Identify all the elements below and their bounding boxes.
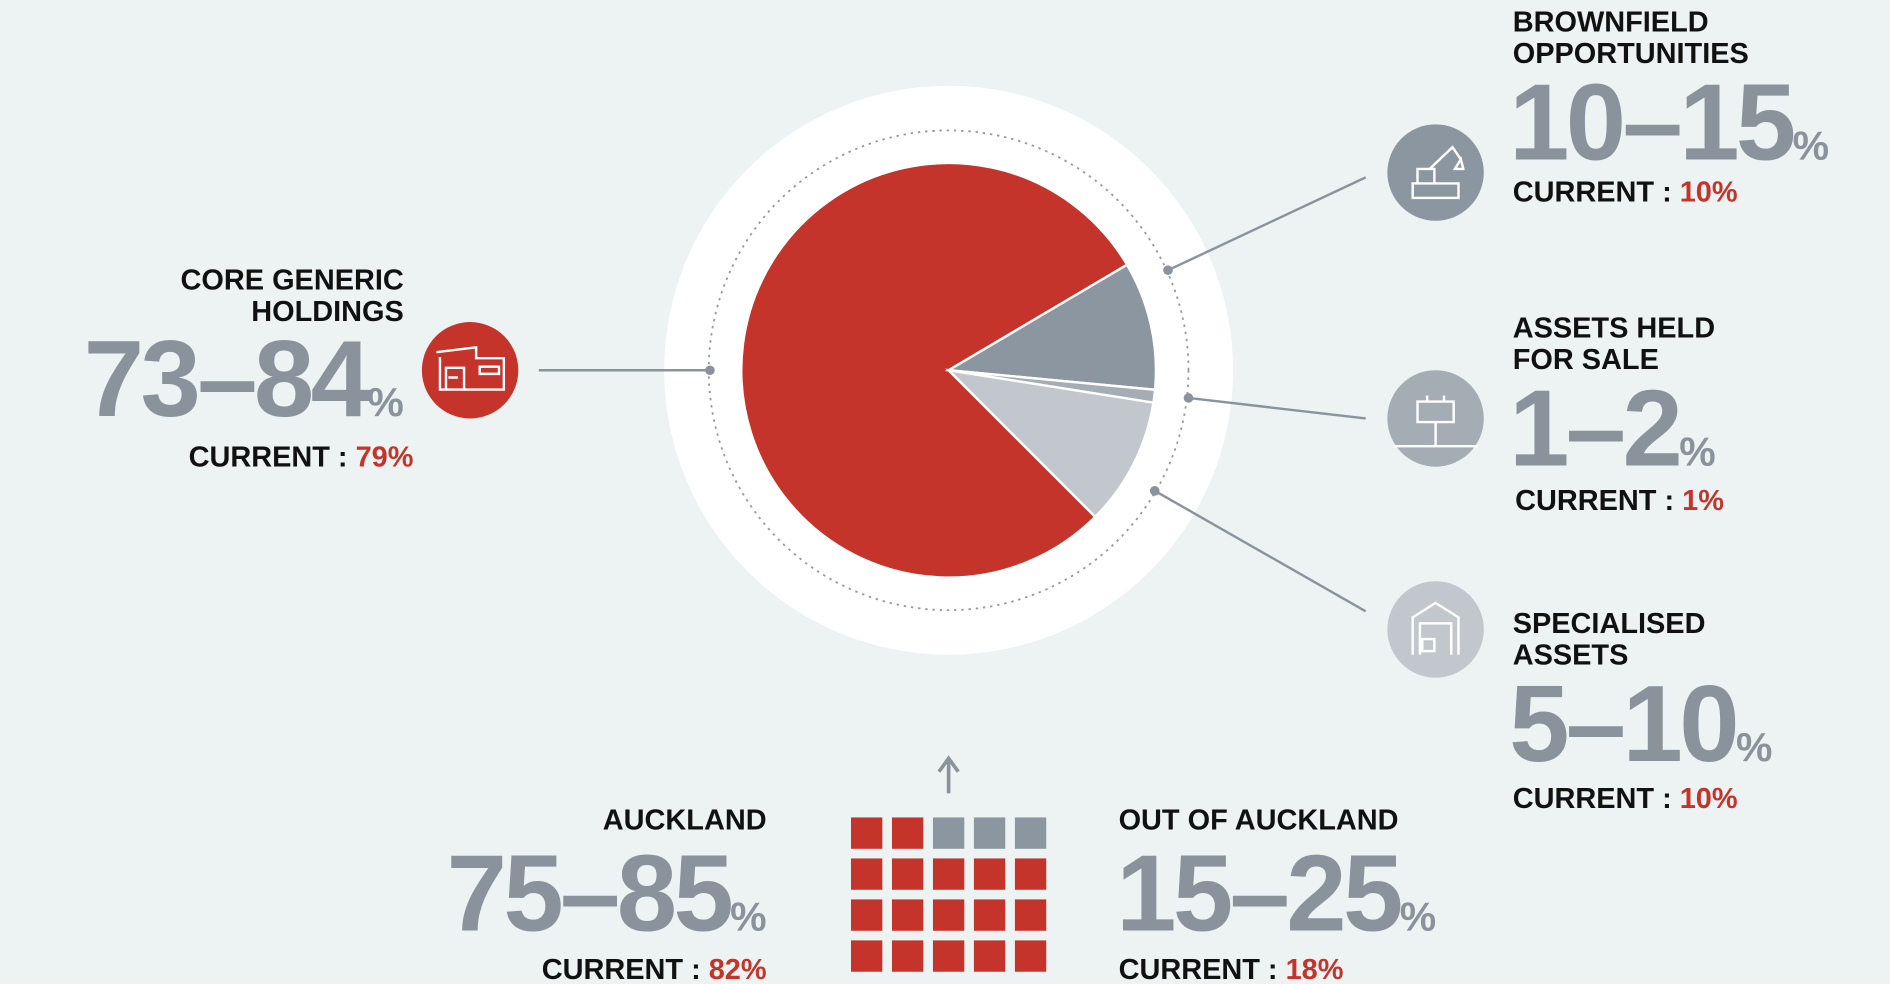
icon-brownfield xyxy=(1387,124,1484,221)
label: OUT OF AUCKLAND xyxy=(1119,805,1399,837)
square xyxy=(973,817,1006,849)
connector-dot xyxy=(705,365,715,376)
unit: % xyxy=(1679,428,1715,474)
connectors xyxy=(538,176,1367,613)
current: CURRENT : 10% xyxy=(1513,177,1738,209)
label: ASSETS HELD xyxy=(1513,313,1715,345)
label: AUCKLAND xyxy=(603,805,767,837)
range-value: 75–85 xyxy=(447,833,732,954)
label: FOR SALE xyxy=(1513,344,1659,376)
icon-specialised xyxy=(1387,581,1484,678)
current-prefix: CURRENT : xyxy=(542,954,709,984)
range: 1–2% xyxy=(1509,367,1716,488)
square xyxy=(932,899,965,931)
current: CURRENT : 82% xyxy=(542,954,767,984)
square xyxy=(1014,858,1047,890)
range-value: 73–84 xyxy=(84,318,371,439)
unit: % xyxy=(367,379,403,425)
current-value: 10% xyxy=(1680,783,1738,815)
current-prefix: CURRENT : xyxy=(189,442,356,474)
current: CURRENT : 79% xyxy=(189,442,414,474)
pie-slice xyxy=(740,161,1129,579)
range: 75–85% xyxy=(447,833,767,954)
current-value: 10% xyxy=(1680,177,1738,209)
square-grid xyxy=(850,817,1047,972)
square xyxy=(891,940,924,972)
current-prefix: CURRENT : xyxy=(1119,954,1286,984)
connector xyxy=(1188,396,1366,420)
unit: % xyxy=(1736,724,1772,770)
label: CORE GENERIC xyxy=(181,265,404,297)
range: 73–84% xyxy=(84,318,404,439)
square xyxy=(1014,899,1047,931)
label: HOLDINGS xyxy=(251,296,404,328)
range-value: 1–2 xyxy=(1509,367,1679,488)
range: 15–25% xyxy=(1116,833,1436,954)
label: BROWNFIELD xyxy=(1513,7,1709,39)
square xyxy=(891,817,924,849)
range-value: 15–25 xyxy=(1116,833,1401,954)
square xyxy=(932,940,965,972)
current-prefix: CURRENT : xyxy=(1513,177,1680,209)
square xyxy=(891,899,924,931)
range: 5–10% xyxy=(1509,663,1772,784)
range-value: 5–10 xyxy=(1509,663,1736,784)
connector-dot xyxy=(1149,485,1160,496)
label: OPPORTUNITIES xyxy=(1513,38,1749,70)
unit: % xyxy=(1400,894,1436,940)
square xyxy=(850,940,883,972)
range-value: 10–15 xyxy=(1509,61,1794,182)
unit: % xyxy=(730,894,766,940)
current: CURRENT : 10% xyxy=(1513,783,1738,815)
square xyxy=(1014,817,1047,849)
square xyxy=(850,899,883,931)
square xyxy=(1014,940,1047,972)
square xyxy=(973,940,1006,972)
range: 10–15% xyxy=(1509,61,1829,182)
square xyxy=(891,858,924,890)
square xyxy=(932,858,965,890)
arrow xyxy=(937,755,960,794)
icon-assets xyxy=(1387,370,1484,467)
square xyxy=(850,858,883,890)
connector-dot xyxy=(1163,265,1173,276)
current-value: 1% xyxy=(1682,485,1724,517)
pie-slice xyxy=(944,263,1158,392)
current-prefix: CURRENT : xyxy=(1515,485,1682,517)
connector xyxy=(1154,489,1367,613)
current-value: 82% xyxy=(709,954,767,984)
current: CURRENT : 18% xyxy=(1119,954,1344,984)
unit: % xyxy=(1793,122,1829,168)
current-value: 18% xyxy=(1286,954,1344,984)
square xyxy=(973,858,1006,890)
label: SPECIALISED xyxy=(1513,608,1706,640)
pie-slice xyxy=(945,368,1155,519)
square xyxy=(973,899,1006,931)
connector-dot xyxy=(1183,393,1194,403)
icon-core xyxy=(421,322,519,419)
square xyxy=(850,817,883,849)
current: CURRENT : 1% xyxy=(1515,485,1724,517)
current-prefix: CURRENT : xyxy=(1513,783,1680,815)
label: ASSETS xyxy=(1513,639,1629,671)
square xyxy=(932,817,965,849)
pie xyxy=(740,161,1158,579)
current-value: 79% xyxy=(356,442,414,474)
connector xyxy=(1167,176,1367,272)
